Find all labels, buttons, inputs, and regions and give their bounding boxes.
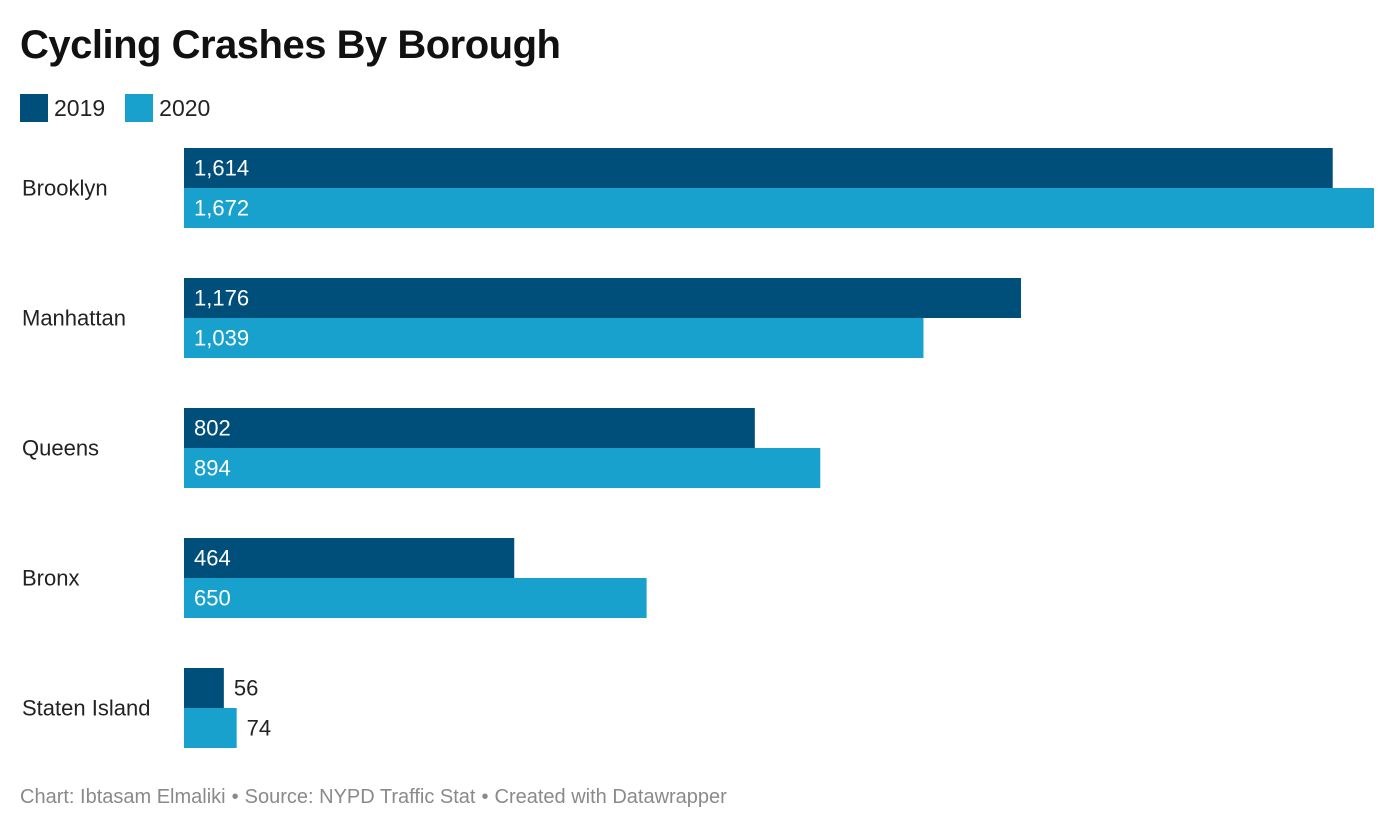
legend-label-2020: 2020	[159, 94, 211, 121]
value-label-staten-island-2019: 56	[234, 676, 258, 701]
value-label-queens-2019: 802	[194, 416, 231, 441]
category-label-staten-island: Staten Island	[22, 696, 150, 721]
bar-staten-island-2020	[184, 708, 237, 748]
footer-source: Source: NYPD Traffic Stat	[244, 786, 476, 808]
footer-separator: •	[231, 786, 239, 808]
category-label-manhattan: Manhattan	[22, 306, 126, 331]
value-label-queens-2020: 894	[194, 456, 231, 481]
value-label-bronx-2020: 650	[194, 586, 231, 611]
chart-footer: Chart: Ibtasam Elmaliki • Source: NYPD Tra…	[20, 786, 727, 809]
bar-manhattan-2019	[184, 278, 1021, 318]
value-label-brooklyn-2019: 1,614	[194, 156, 249, 181]
bar-staten-island-2019	[184, 668, 224, 708]
bar-bronx-2019	[184, 538, 515, 578]
bar-brooklyn-2020	[184, 188, 1374, 228]
bar-bronx-2020	[184, 578, 647, 618]
chart-title: Cycling Crashes By Borough	[20, 23, 561, 67]
category-label-brooklyn: Brooklyn	[22, 176, 108, 201]
footer-created: Created with Datawrapper	[494, 786, 727, 808]
bar-queens-2019	[184, 408, 755, 448]
bar-manhattan-2020	[184, 318, 924, 358]
bar-queens-2020	[184, 448, 821, 488]
legend-swatch-2019	[20, 94, 48, 122]
bar-brooklyn-2019	[184, 148, 1333, 188]
value-label-brooklyn-2020: 1,672	[194, 196, 249, 221]
chart-legend: 2019 2020	[20, 92, 230, 124]
legend-label-2019: 2019	[54, 94, 106, 121]
legend-item-2020: 2020	[125, 94, 210, 122]
footer-credit: Chart: Ibtasam Elmaliki	[20, 786, 226, 808]
footer-separator: •	[481, 786, 489, 808]
category-label-queens: Queens	[22, 436, 99, 461]
legend-swatch-2020	[125, 94, 154, 122]
legend-item-2019: 2019	[20, 94, 105, 122]
value-label-staten-island-2020: 74	[247, 716, 271, 741]
value-label-bronx-2019: 464	[194, 546, 231, 571]
value-label-manhattan-2019: 1,176	[194, 286, 249, 311]
category-label-bronx: Bronx	[22, 566, 79, 591]
value-label-manhattan-2020: 1,039	[194, 326, 249, 351]
